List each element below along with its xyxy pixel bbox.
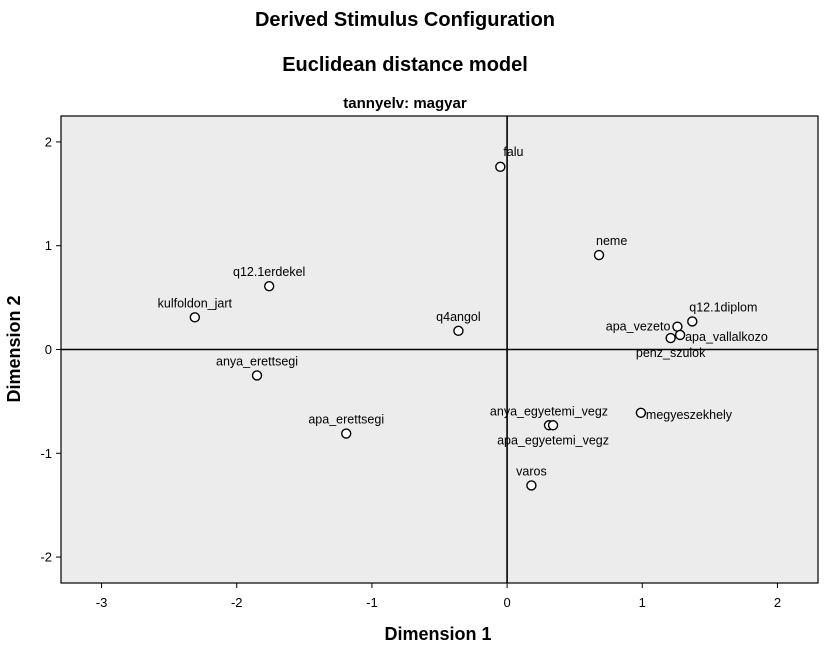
point-label: anya_erettsegi — [216, 354, 298, 368]
data-point — [665, 332, 676, 344]
x-tick-label: 1 — [639, 595, 646, 610]
y-tick-label: 2 — [45, 134, 52, 149]
point-label: q4angol — [436, 310, 481, 324]
data-point — [453, 325, 464, 337]
chart-subtitle: Euclidean distance model — [282, 54, 528, 76]
point-label: neme — [596, 234, 627, 248]
data-point — [189, 312, 201, 323]
x-axis-title: Dimension 1 — [384, 624, 491, 644]
panel-title: tannyelv: magyar — [343, 95, 467, 112]
data-point — [687, 316, 698, 327]
point-label: apa_vezeto — [606, 320, 671, 334]
data-point — [635, 407, 647, 419]
x-tick-label: -2 — [231, 595, 243, 610]
data-point — [495, 161, 506, 173]
y-axis-title: Dimension 2 — [4, 295, 24, 402]
point-label: varos — [516, 464, 547, 478]
point-label: q12.1diplom — [689, 300, 757, 314]
x-tick-label: -3 — [96, 595, 108, 610]
point-label: apa_erettsegi — [308, 413, 384, 427]
axis-ticks: -3 -2 -1 0 1 2 -2 -1 0 1 2 — [40, 134, 781, 610]
point-label: apa_vallalkozo — [685, 330, 768, 344]
data-point — [263, 280, 275, 292]
data-points: falu neme q12.1erdekel kulfoldon_jart q4ango… — [158, 145, 768, 491]
point-label: penz_szulok — [636, 346, 706, 360]
point-label: apa_egyetemi_vegz — [497, 433, 609, 447]
point-label: falu — [503, 145, 523, 159]
point-label: kulfoldon_jart — [158, 296, 233, 310]
point-label: anya_egyetemi_vegz — [490, 404, 608, 418]
y-tick-label: -1 — [40, 446, 52, 461]
data-point — [547, 420, 559, 431]
data-point — [674, 329, 686, 341]
point-label: q12.1erdekel — [233, 265, 305, 279]
x-tick-label: 2 — [774, 595, 781, 610]
data-point — [593, 249, 605, 261]
data-point — [526, 480, 537, 491]
y-tick-label: 0 — [45, 342, 52, 357]
data-point — [251, 370, 263, 381]
y-tick-label: 1 — [45, 238, 52, 253]
chart-title: Derived Stimulus Configuration — [255, 9, 555, 31]
x-tick-label: 0 — [503, 595, 510, 610]
y-tick-label: -2 — [40, 550, 52, 565]
data-point — [341, 428, 352, 439]
reference-lines — [61, 116, 818, 583]
point-label: megyeszekhely — [646, 408, 733, 422]
x-tick-label: -1 — [366, 595, 378, 610]
